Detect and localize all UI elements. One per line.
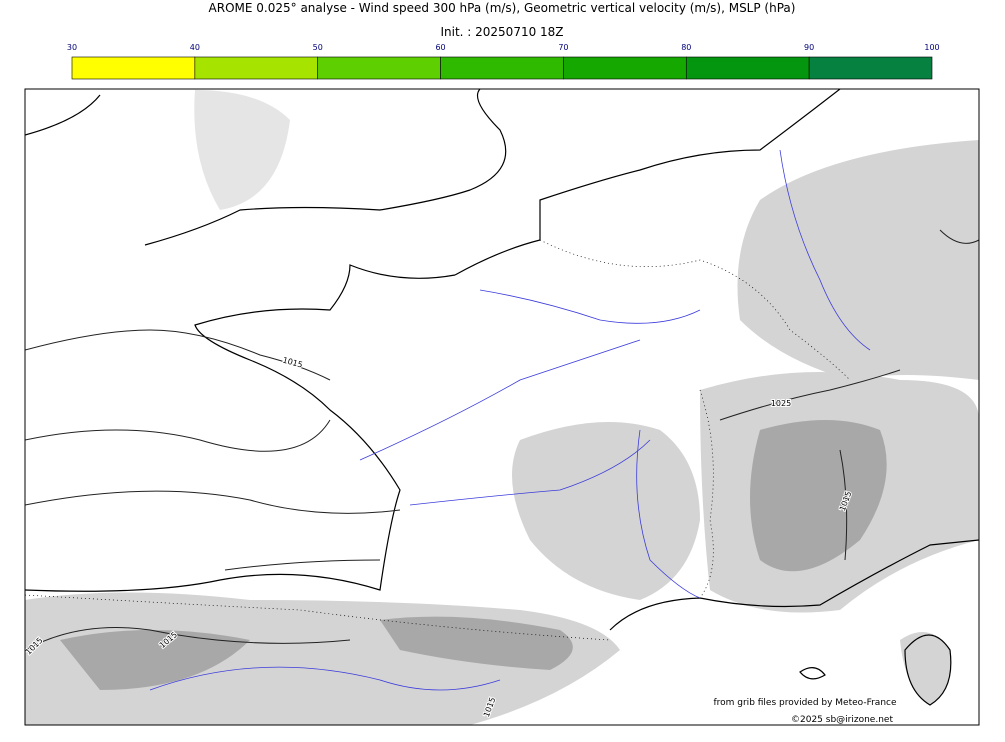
isobars [25,229,979,651]
colorbar-tick-label: 40 [190,43,200,52]
high-terrain [60,420,887,690]
colorbar: 30 40 50 60 70 80 90 100 [67,43,940,80]
colorbar-segment [440,56,564,80]
rivers [149,149,871,691]
credit-source: from grib files provided by Meteo-France [713,698,896,708]
colorbar-tick-label: 60 [435,43,445,52]
colorbar-segment [317,56,441,80]
colorbar-segment [563,56,687,80]
colorbar-tick-label: 50 [313,43,323,52]
colorbar-tick-label: 90 [804,43,814,52]
subtitle: Init. : 20250710 18Z [440,25,563,39]
map-frame [24,88,980,726]
colorbar-tick-label: 80 [681,43,691,52]
colorbar-tick-label: 100 [924,43,939,52]
colorbar-segment [194,56,319,80]
borders [25,239,851,641]
colorbar-tick-label: 70 [558,43,568,52]
coastlines [25,89,979,706]
colorbar-tick-label: 30 [67,43,77,52]
colorbar-segment [685,56,810,80]
colorbar-segment [71,56,196,80]
isobar-label: 1025 [771,399,791,408]
credit-copyright: ©2025 sb@irizone.net [791,715,893,725]
colorbar-segment [808,56,933,80]
title: AROME 0.025° analyse - Wind speed 300 hP… [209,1,796,15]
